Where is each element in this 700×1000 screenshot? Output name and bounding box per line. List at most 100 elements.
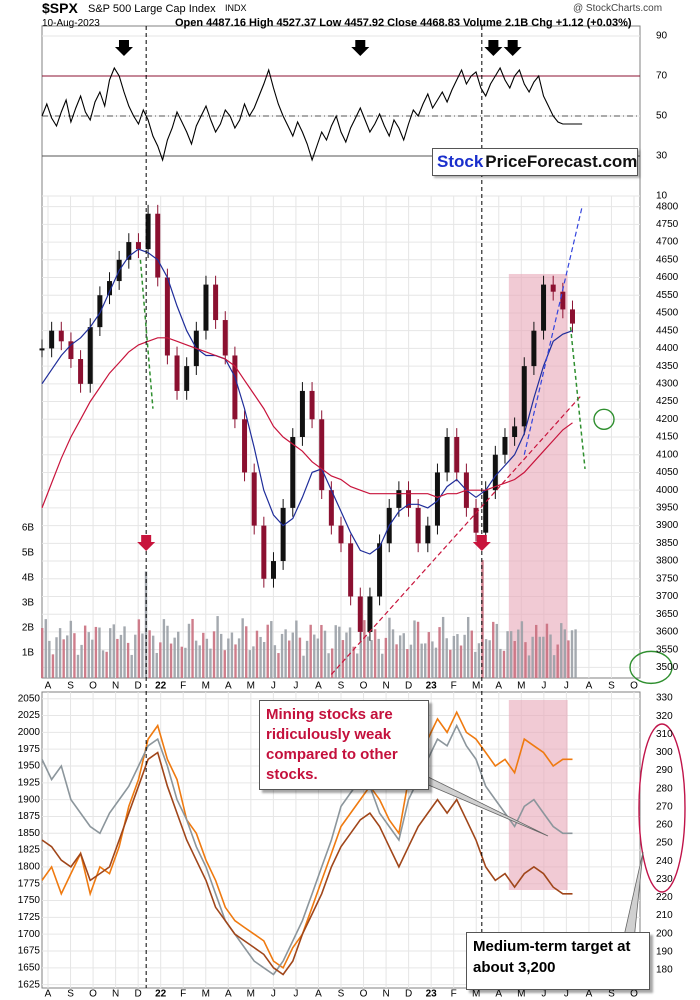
brand-part1: Stock [437, 152, 484, 171]
metals-left-tick-label: 2025 [18, 710, 41, 721]
candle-body [135, 242, 141, 250]
candle-body [78, 359, 84, 384]
candle-body [242, 419, 248, 473]
target-circle-3500 [629, 650, 673, 685]
volume-bar [91, 639, 94, 678]
volume-bar [130, 654, 133, 678]
rsi-tick-label: 30 [656, 151, 668, 162]
volume-bar [477, 643, 481, 678]
price-pane [39, 204, 575, 641]
candle-body [270, 561, 276, 579]
chart-symbol: $SPX [42, 0, 78, 16]
price-x-tick-label: N [382, 681, 389, 692]
volume-bar [295, 620, 298, 678]
volume-tick-label: 4B [22, 573, 35, 584]
metals-right-tick-label: 200 [656, 928, 673, 939]
volume-bar [66, 635, 69, 678]
volume-bar [538, 636, 541, 678]
volume-bar [48, 640, 51, 678]
price-tick-label: 4600 [656, 272, 679, 283]
metals-x-tick-label: A [225, 989, 232, 1000]
volume-bar [184, 647, 187, 678]
metals-x-tick-label: O [89, 989, 97, 1000]
volume-bar [227, 638, 230, 678]
price-x-tick-label: J [541, 681, 546, 692]
volume-bar [359, 630, 362, 678]
highlight-zone-price [508, 273, 568, 678]
price-x-tick-label: O [360, 681, 368, 692]
metals-left-tick-label: 1725 [18, 912, 41, 923]
metals-x-tick-label: 23 [426, 989, 438, 1000]
metals-right-tick-label: 300 [656, 747, 673, 758]
metals-left-tick-label: 1650 [18, 962, 41, 973]
volume-bar [270, 621, 273, 678]
candle-body [357, 596, 363, 632]
volume-bar [441, 616, 445, 678]
candle-body [521, 366, 527, 427]
volume-bar [245, 626, 248, 678]
volume-bar [162, 619, 166, 678]
volume-bar [141, 633, 144, 678]
volume-bar [334, 625, 337, 678]
volume-bar [98, 627, 101, 678]
ohlc-readout: Open 4487.16 High 4527.37 Low 4457.92 Cl… [175, 17, 632, 29]
metals-left-tick-label: 1750 [18, 895, 41, 906]
volume-bar [44, 619, 47, 678]
price-tick-label: 4800 [656, 201, 679, 212]
volume-bar [470, 630, 473, 678]
metals-right-tick-label: 250 [656, 838, 673, 849]
volume-bar [492, 621, 495, 678]
candle-body [290, 437, 296, 508]
metals-left-tick-label: 1800 [18, 862, 41, 873]
price-tick-label: 4350 [656, 361, 679, 372]
volume-bar [502, 650, 506, 678]
candle-body [232, 355, 238, 420]
down-arrow-icon [472, 535, 491, 551]
metals-left-tick-label: 1975 [18, 744, 41, 755]
candle-body [58, 330, 64, 342]
volume-bar [255, 630, 259, 678]
volume-bar [173, 637, 176, 678]
candle-body [541, 284, 547, 331]
volume-bar [309, 624, 312, 678]
chart-exchange: INDX [225, 3, 247, 13]
volume-bar [388, 617, 391, 678]
volume-bar [219, 633, 223, 678]
metals-x-tick-label: A [495, 989, 502, 1000]
volume-bar [105, 651, 108, 678]
volume-bar [58, 628, 62, 678]
candle-body [425, 525, 431, 544]
metals-series-0 [41, 710, 573, 969]
metals-x-tick-label: 22 [155, 989, 167, 1000]
metals-x-tick-label: F [180, 989, 186, 1000]
highlight-zone-metals [508, 700, 568, 890]
metals-x-tick-label: D [405, 989, 412, 1000]
candle-body [560, 291, 566, 310]
volume-tick-label: 1B [22, 648, 35, 659]
price-tick-label: 4000 [656, 485, 679, 496]
price-x-tick-label: M [247, 681, 255, 692]
volume-bar [230, 632, 234, 678]
volume-bar [151, 635, 155, 678]
volume-bar [216, 616, 219, 678]
volume-bar [119, 634, 123, 678]
volume-bar [55, 637, 58, 678]
volume-bar [545, 623, 549, 678]
price-tick-label: 3950 [656, 503, 679, 514]
metals-x-tick-label: M [202, 989, 210, 1000]
volume-bar [563, 629, 567, 678]
candle-body [251, 472, 257, 526]
metals-x-tick-label: A [315, 989, 322, 1000]
volume-bar [305, 640, 309, 678]
highlight-zones [508, 273, 568, 890]
volume-bar [284, 629, 287, 678]
price-tick-label: 4050 [656, 467, 679, 478]
price-x-tick-label: J [564, 681, 569, 692]
volume-bar [384, 637, 388, 678]
price-tick-label: 3500 [656, 662, 679, 673]
candle-body [492, 454, 498, 491]
metals-x-tick-label: S [67, 989, 74, 1000]
volume-bar [137, 619, 141, 678]
volume-bar [288, 640, 291, 678]
volume-bar [466, 616, 470, 678]
